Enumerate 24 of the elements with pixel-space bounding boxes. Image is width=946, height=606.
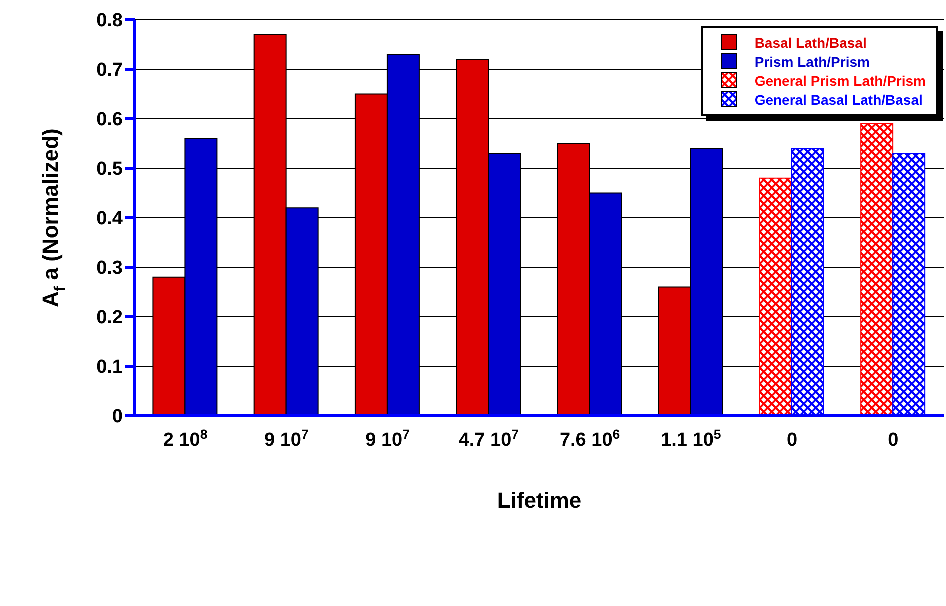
legend-label: Basal Lath/Basal <box>754 34 867 50</box>
y-tick-label: 0.1 <box>96 357 124 378</box>
legend-label: General Basal Lath/Basal <box>754 92 923 108</box>
y-tick-label: 0.2 <box>96 308 123 329</box>
x-tick-label: 1.1 10$^{5}$ <box>661 426 722 451</box>
legend-label: Prism Lath/Prism <box>754 54 870 70</box>
y-tick-label: 0.3 <box>96 258 123 280</box>
y-tick-label: 0 <box>112 406 123 428</box>
y-tick-label: 0.4 <box>96 208 124 230</box>
x-tick-label: 9 10$^{7}$ <box>264 426 309 451</box>
x-tick-label: 0 <box>888 430 899 451</box>
x-tick-label: 9 10$^{7}$ <box>366 426 410 451</box>
y-tick-label: 0.8 <box>96 10 123 32</box>
x-tick-label: 2 10$^{8}$ <box>163 426 208 451</box>
y-tick-label: 0.6 <box>96 110 123 131</box>
bar <box>759 178 792 416</box>
y-tick-label: 0.5 <box>96 159 124 180</box>
x-tick-label: 7.6 10$^{6}$ <box>560 426 620 451</box>
y-tick-label: 0.7 <box>96 60 123 82</box>
legend-label: General Prism Lath/Prism <box>754 72 926 88</box>
x-axis-title: Lifetime <box>497 488 582 513</box>
x-tick-label: 0 <box>787 430 798 451</box>
x-tick-label: 4.7 10$^{7}$ <box>458 426 520 451</box>
bar <box>860 123 894 416</box>
